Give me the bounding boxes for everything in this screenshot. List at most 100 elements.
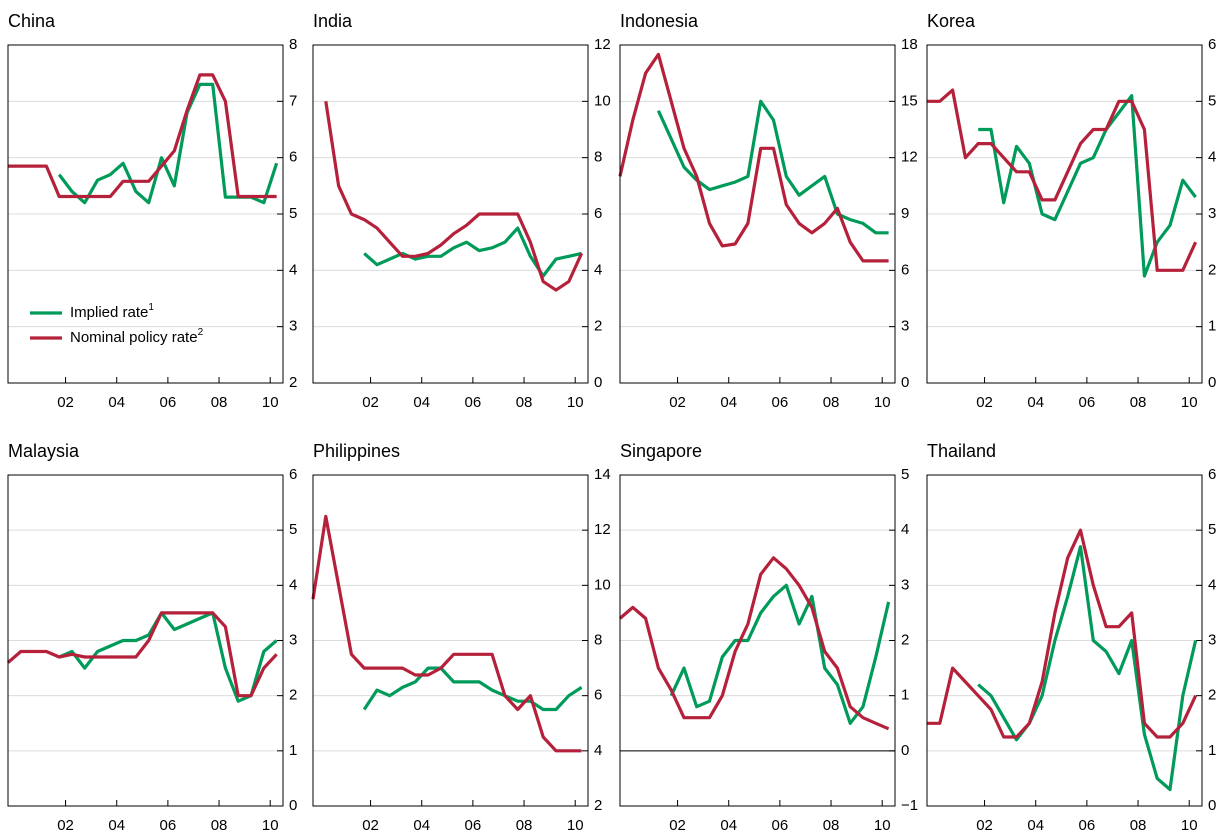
x-tick-label: 10 [1181,394,1198,411]
y-tick-label: 5 [1208,521,1216,538]
x-tick-label: 02 [669,394,686,411]
series-line [618,556,890,731]
y-tick-label: 12 [594,36,611,53]
y-tick-label: 1 [901,687,909,704]
x-tick-label: 08 [823,817,840,834]
x-tick-label: 06 [465,394,482,411]
x-tick-label: 02 [669,817,686,834]
series-line [669,583,891,725]
y-tick-label: 12 [901,149,918,166]
plot-frame [926,44,1203,384]
series-line [58,611,278,703]
series-line [6,611,278,698]
y-tick-label: 2 [1208,261,1216,278]
x-tick-label: 06 [465,817,482,834]
y-tick-label: 8 [594,149,602,166]
y-tick-label: 2 [289,687,297,704]
series-line [57,82,279,205]
plot-frame [926,474,1203,807]
y-tick-label: 4 [594,261,602,278]
plot-frame [312,474,589,807]
y-tick-label: 3 [289,318,297,335]
panel-title: Indonesia [620,11,699,31]
x-tick-label: 10 [1181,817,1198,834]
series-line [978,94,1197,278]
series-line [311,514,582,753]
x-tick-label: 08 [823,394,840,411]
panel-title: Malaysia [8,441,80,461]
x-tick-label: 08 [516,394,533,411]
y-tick-label: 15 [901,92,918,109]
x-tick-label: 06 [772,394,789,411]
x-tick-label: 08 [211,394,228,411]
y-tick-label: 4 [901,521,909,538]
y-tick-label: 2 [289,374,297,391]
y-tick-label: 0 [1208,797,1216,814]
plot-frame [619,44,896,384]
x-tick-label: 04 [413,817,430,834]
series-line [8,73,277,199]
plot-frame [619,474,896,807]
y-tick-label: 0 [1208,374,1216,391]
panel-title: Thailand [927,441,996,461]
y-tick-label: 4 [289,261,297,278]
panel-title: Philippines [313,441,400,461]
y-tick-label: 3 [901,576,909,593]
panel-title: Korea [927,11,976,31]
x-tick-label: 02 [362,817,379,834]
y-tick-label: 0 [901,374,909,391]
x-tick-label: 02 [57,817,74,834]
y-tick-label: 6 [594,687,602,704]
y-tick-label: 5 [289,205,297,222]
x-tick-label: 10 [567,817,584,834]
x-tick-label: 02 [976,394,993,411]
x-tick-label: 08 [1130,394,1147,411]
y-tick-label: 12 [594,521,611,538]
y-tick-label: 7 [289,92,297,109]
y-tick-label: −1 [901,797,918,814]
y-tick-label: 5 [289,521,297,538]
x-tick-label: 04 [1027,817,1044,834]
y-tick-label: 5 [1208,92,1216,109]
y-tick-label: 6 [289,149,297,166]
x-tick-label: 10 [262,394,279,411]
x-tick-label: 06 [1079,394,1096,411]
y-tick-label: 4 [289,576,297,593]
x-tick-label: 04 [108,394,125,411]
x-tick-label: 10 [262,817,279,834]
series-line [977,545,1198,792]
x-tick-label: 06 [772,817,789,834]
x-tick-label: 02 [976,817,993,834]
y-tick-label: 18 [901,36,918,53]
legend-label: Implied rate1 [70,302,154,321]
y-tick-label: 10 [594,576,611,593]
legend-note: 1 [148,302,154,313]
x-tick-label: 08 [516,817,533,834]
y-tick-label: 1 [289,742,297,759]
y-tick-label: 0 [594,374,602,391]
y-tick-label: 1 [1208,742,1216,759]
plot-frame [312,44,589,384]
x-tick-label: 08 [211,817,228,834]
x-tick-label: 04 [1027,394,1044,411]
x-tick-label: 04 [720,817,737,834]
legend-note: 2 [198,327,204,338]
x-tick-label: 10 [874,394,891,411]
y-tick-label: 2 [901,631,909,648]
y-tick-label: 2 [594,797,602,814]
y-tick-label: 6 [1208,466,1216,483]
y-tick-label: 0 [901,742,909,759]
panel-title: India [313,11,353,31]
panel-title: China [8,11,56,31]
x-tick-label: 02 [362,394,379,411]
y-tick-label: 3 [1208,205,1216,222]
y-tick-label: 1 [1208,318,1216,335]
series-line [927,88,1198,272]
y-tick-label: 5 [901,466,909,483]
series-line [927,528,1198,739]
x-tick-label: 04 [108,817,125,834]
y-tick-label: 6 [901,261,909,278]
x-tick-label: 06 [160,817,177,834]
y-tick-label: 6 [289,466,297,483]
